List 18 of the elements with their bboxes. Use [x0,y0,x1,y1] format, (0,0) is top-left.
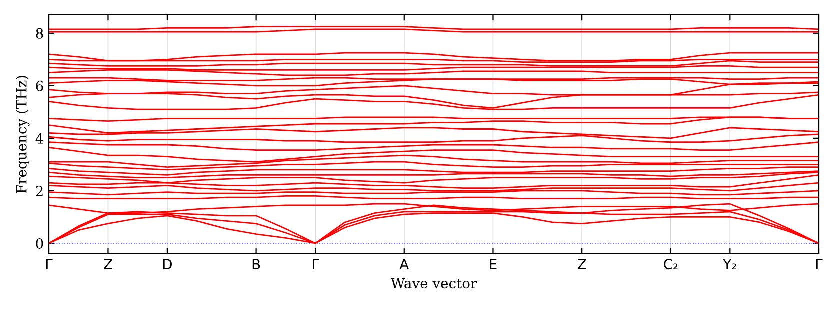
y-tick-label: 4 [36,133,44,144]
y-tick-label: 6 [36,80,44,92]
x-tick-label: Y₂ [723,259,736,270]
x-tick-label: C₂ [664,259,678,270]
y-axis-title: Frequency (THz) [16,76,30,194]
x-tick-label: Z [578,259,586,270]
y-tick-label: 0 [36,238,44,249]
x-tick-label: Γ [816,259,823,270]
x-tick-label: Γ [46,259,53,270]
x-tick-label: D [163,259,172,270]
x-axis-title: Wave vector [390,278,478,289]
x-tick-label: Γ [313,259,320,270]
y-tick-label: 2 [36,186,43,196]
x-tick-label: E [490,259,497,270]
x-tick-label: A [400,259,410,270]
y-tick-label: 8 [36,28,44,39]
x-tick-label: Z [104,259,112,270]
x-tick-label: B [252,259,260,270]
